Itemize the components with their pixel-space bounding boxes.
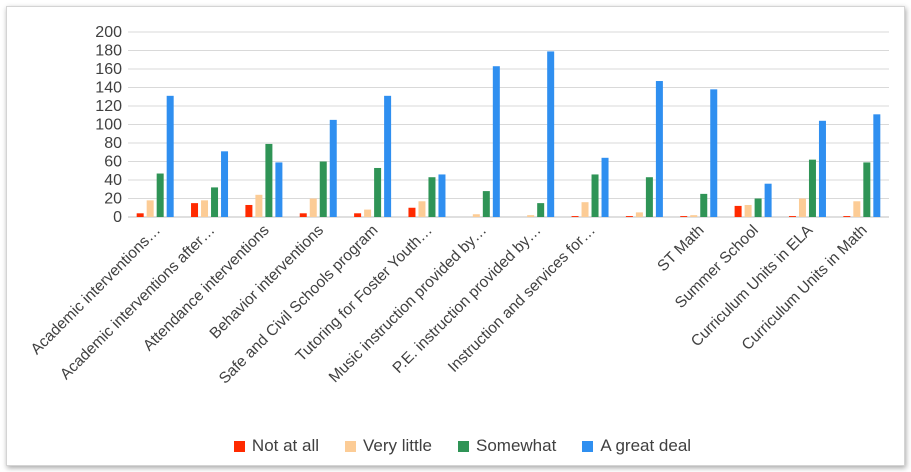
bar-not-at-all <box>734 205 742 217</box>
bar-somewhat <box>863 162 871 217</box>
bar-somewhat <box>319 161 327 217</box>
bar-very-little <box>744 204 752 217</box>
bar-very-little <box>146 200 154 217</box>
y-tick-label: 160 <box>95 61 122 78</box>
bar-somewhat <box>537 203 545 217</box>
legend-swatch <box>458 440 469 452</box>
bar-somewhat <box>808 159 816 217</box>
bar-very-little <box>527 215 535 217</box>
y-tick-label: 100 <box>95 117 122 134</box>
bar-somewhat <box>211 187 219 217</box>
bar-not-at-all <box>680 216 688 217</box>
y-tick-label: 120 <box>95 98 122 115</box>
bar-very-little <box>364 209 372 217</box>
bar-somewhat <box>645 177 653 217</box>
bar-not-at-all <box>571 216 579 217</box>
bar-a-great-deal <box>873 114 881 217</box>
bar-somewhat <box>428 177 436 217</box>
bar-a-great-deal <box>601 157 609 217</box>
bar-somewhat <box>156 173 164 217</box>
y-tick-label: 200 <box>95 24 122 41</box>
bar-not-at-all <box>843 216 851 217</box>
bar-a-great-deal <box>764 183 772 217</box>
bar-a-great-deal <box>438 174 446 217</box>
y-tick-label: 180 <box>95 43 122 60</box>
bar-not-at-all <box>191 203 199 217</box>
legend-item: Somewhat <box>458 436 556 456</box>
bar-a-great-deal <box>384 95 392 217</box>
bar-very-little <box>853 201 861 217</box>
legend-label: Not at all <box>251 436 320 455</box>
bar-somewhat <box>591 174 599 217</box>
legend-item: Very little <box>345 436 432 456</box>
y-tick-label: 80 <box>104 135 122 152</box>
bar-not-at-all <box>354 213 362 217</box>
bar-a-great-deal <box>221 151 229 217</box>
legend-swatch <box>345 440 357 452</box>
legend-label: Very little <box>363 436 432 455</box>
bar-not-at-all <box>299 213 307 217</box>
legend-label: A great deal <box>600 436 692 455</box>
bar-a-great-deal <box>818 120 826 217</box>
bar-a-great-deal <box>547 51 555 217</box>
x-tick-label: ST Math <box>654 222 707 275</box>
bar-a-great-deal <box>492 66 500 217</box>
bar-somewhat <box>482 191 490 217</box>
bar-very-little <box>472 214 480 217</box>
bar-a-great-deal <box>275 162 283 217</box>
bar-very-little <box>255 194 263 217</box>
legend-swatch <box>582 440 594 452</box>
bar-very-little <box>201 200 209 217</box>
bar-somewhat <box>374 167 382 217</box>
legend-swatch <box>233 440 245 452</box>
bar-somewhat <box>265 143 273 217</box>
bar-not-at-all <box>408 207 416 217</box>
legend: Not at all Very little Somewhat A great dea… <box>7 433 911 459</box>
bar-a-great-deal <box>166 95 174 217</box>
y-tick-label: 140 <box>95 80 122 97</box>
y-tick-label: 0 <box>113 209 122 226</box>
bar-somewhat <box>754 198 762 217</box>
legend-item: Not at all <box>233 436 320 456</box>
bar-very-little <box>798 198 806 217</box>
legend-item: A great deal <box>582 436 691 456</box>
legend-label: Somewhat <box>476 436 557 455</box>
bar-a-great-deal <box>655 81 663 218</box>
bar-not-at-all <box>136 213 144 217</box>
bar-a-great-deal <box>329 119 337 217</box>
bar-somewhat <box>700 193 708 217</box>
y-tick-label: 60 <box>104 154 122 171</box>
bar-very-little <box>581 202 589 217</box>
bar-very-little <box>690 215 698 217</box>
chart-frame: 0 20 40 60 80 100 120 140 160 180 200 Academic inte… <box>6 6 905 466</box>
bar-not-at-all <box>245 204 253 217</box>
y-tick-label: 20 <box>104 191 122 208</box>
bar-not-at-all <box>788 216 796 217</box>
y-tick-label: 40 <box>104 172 122 189</box>
bar-very-little <box>309 198 317 217</box>
bar-very-little <box>418 201 426 217</box>
bar-not-at-all <box>625 216 633 217</box>
bar-a-great-deal <box>710 89 718 217</box>
bar-very-little <box>635 212 643 217</box>
